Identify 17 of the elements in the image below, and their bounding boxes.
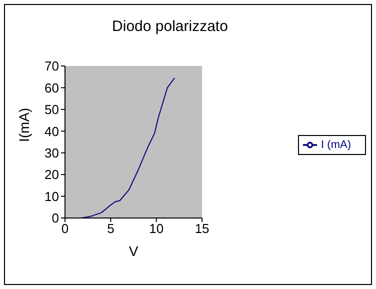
y-tick-label: 10 xyxy=(44,188,59,204)
x-axis-title: V xyxy=(128,243,139,259)
line-series xyxy=(80,77,176,218)
legend-label: I (mA) xyxy=(321,138,351,150)
y-tick-label: 60 xyxy=(44,80,59,96)
x-tick-label: 10 xyxy=(149,221,164,236)
x-tick-label: 15 xyxy=(194,221,210,236)
y-tick-label: 70 xyxy=(44,58,59,74)
y-tick-label: 20 xyxy=(44,167,59,182)
x-tick-label: 5 xyxy=(107,221,114,236)
y-tick-label: 50 xyxy=(44,102,59,118)
y-axis-title: I(mA) xyxy=(16,108,32,142)
chart-title: Diodo polarizzato xyxy=(111,18,229,35)
y-tick-label: 30 xyxy=(44,145,59,160)
y-tick-label: 40 xyxy=(44,124,59,139)
y-tick-label: 0 xyxy=(52,210,59,226)
x-tick-label: 0 xyxy=(61,221,69,236)
